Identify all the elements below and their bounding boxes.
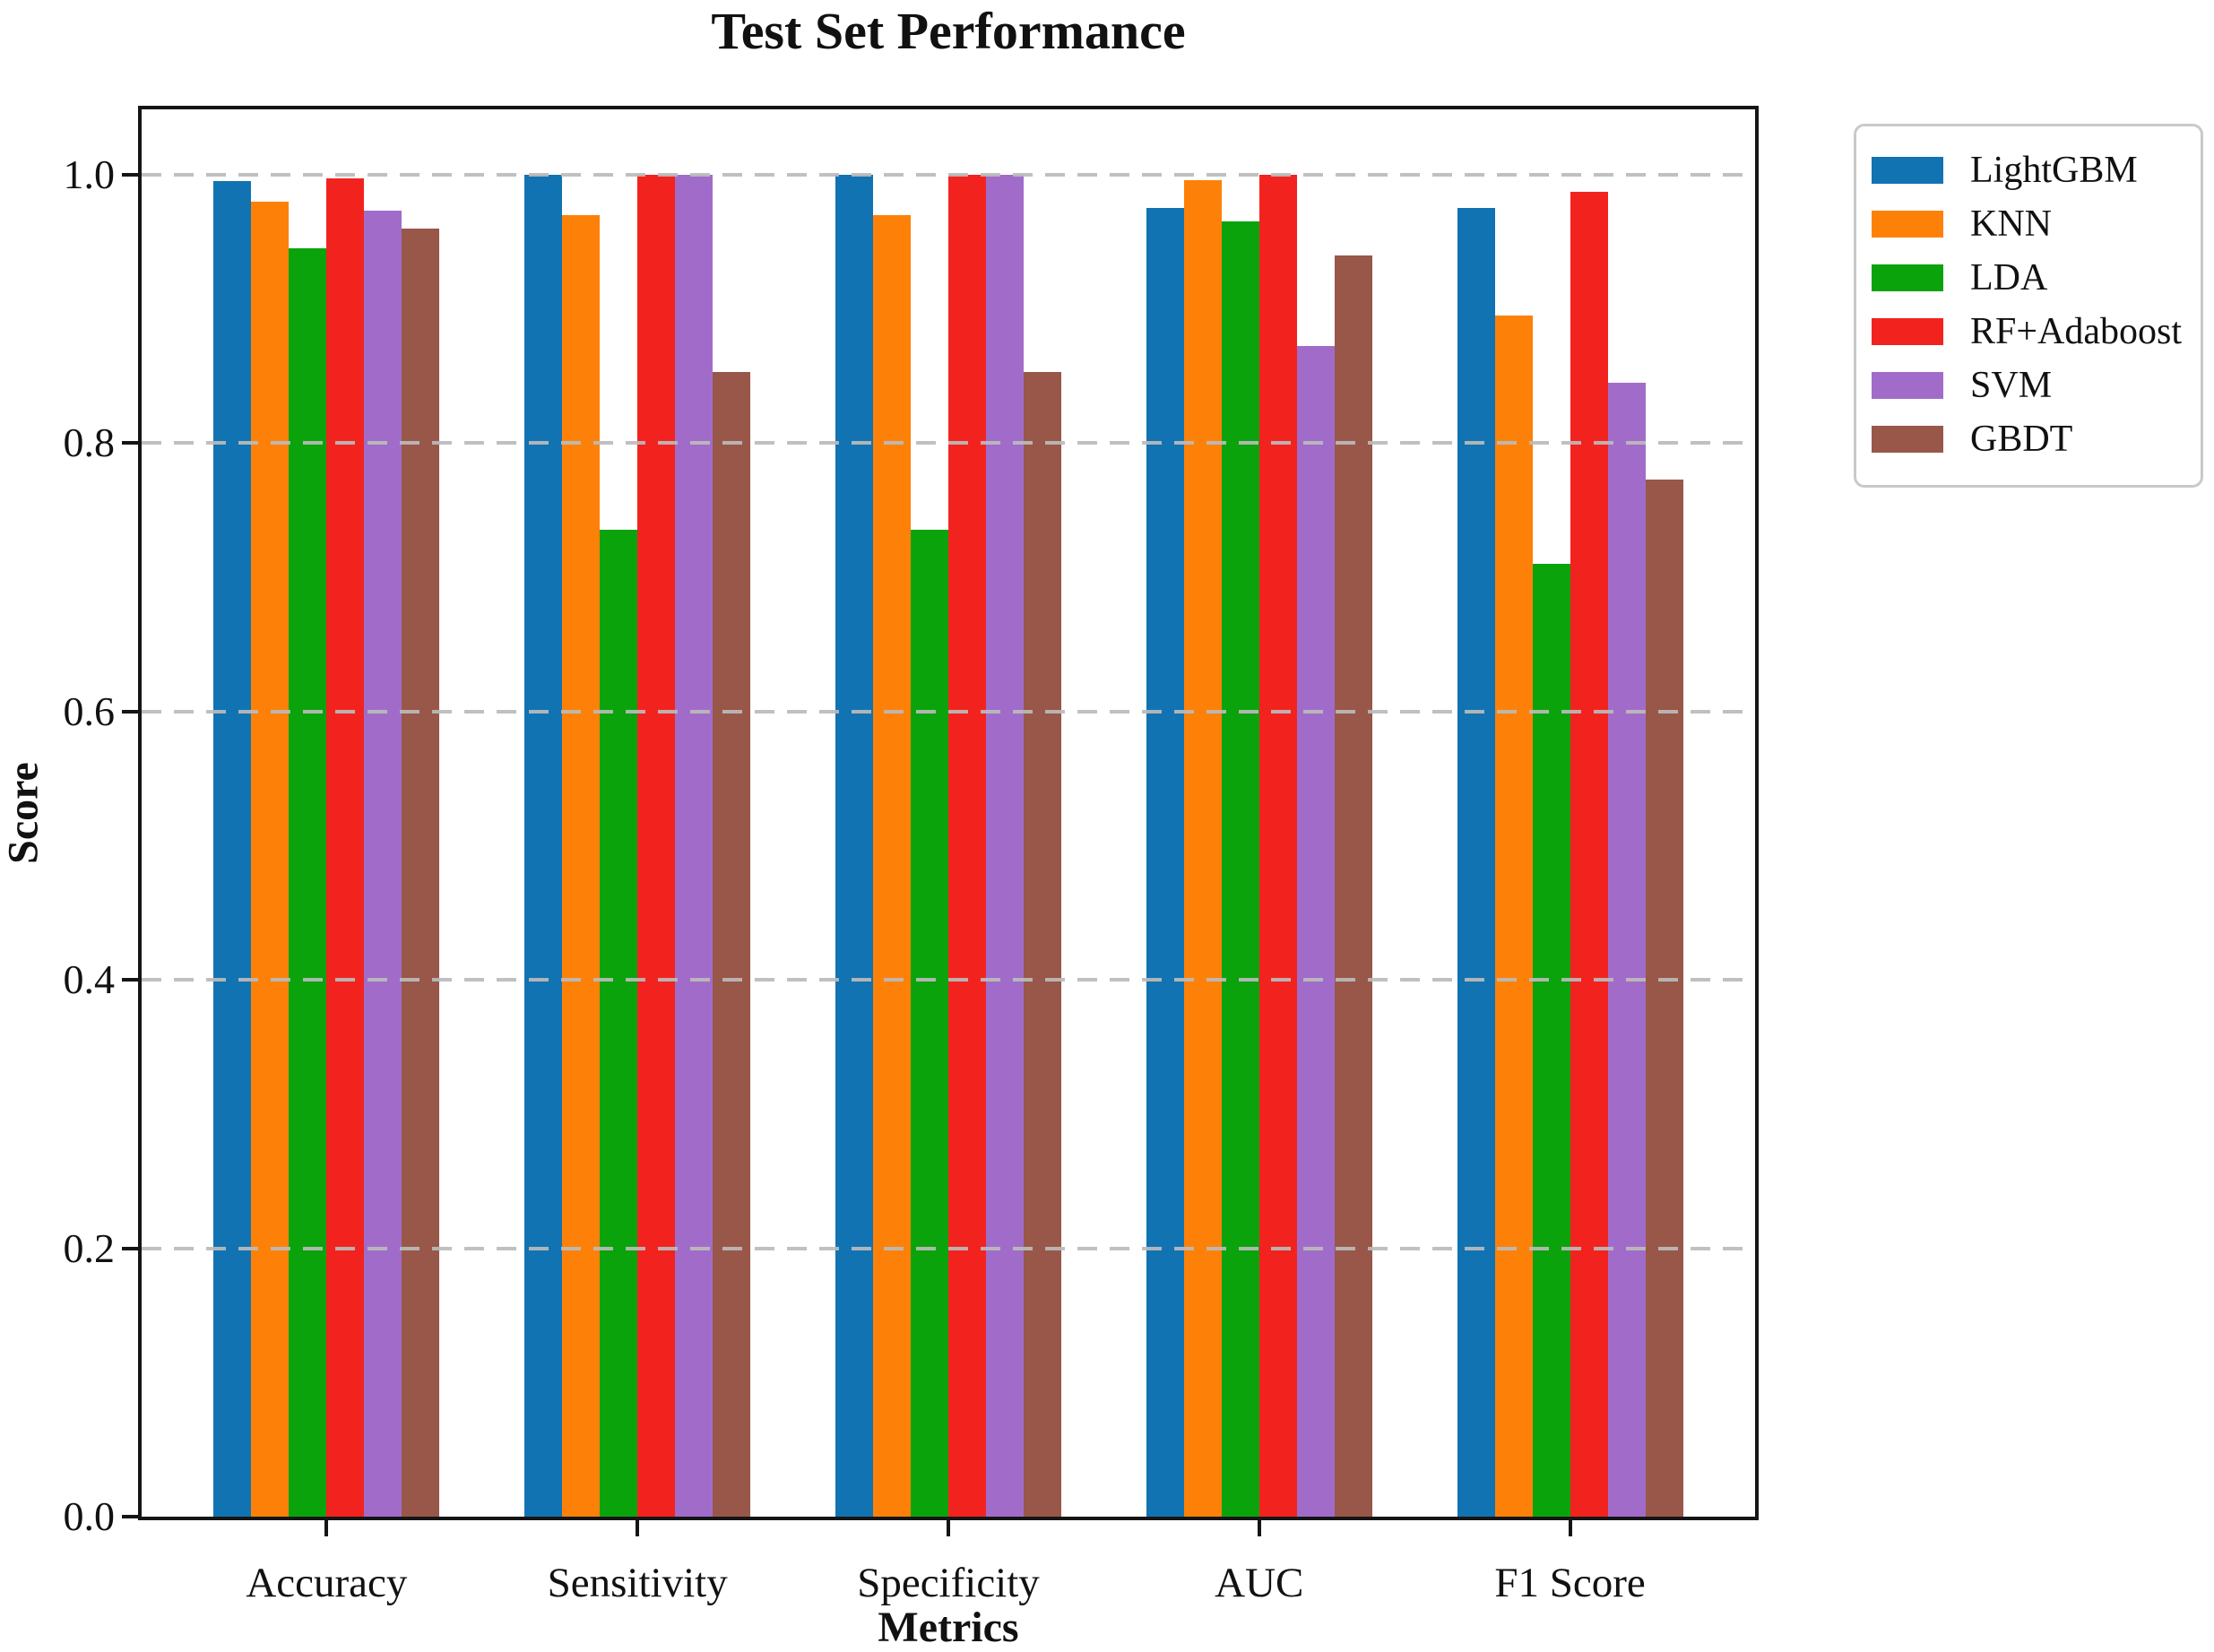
legend: LightGBM KNN LDA RF+Adaboost SVM GBDT xyxy=(1854,124,2203,488)
x-tick-label-auc: AUC xyxy=(1215,1560,1304,1606)
bar-lightgbm-f1-score xyxy=(1457,208,1495,1517)
bar-gbdt-sensitivity xyxy=(713,371,751,1517)
bar-svm-f1-score xyxy=(1607,382,1646,1517)
x-tick-mark-specificity xyxy=(947,1520,950,1536)
bar-lightgbm-accuracy xyxy=(213,181,252,1517)
y-tick-mark-0.4 xyxy=(122,978,138,982)
y-tick-label-0.8: 0.8 xyxy=(63,419,116,466)
legend-label-svm: SVM xyxy=(1970,365,2053,406)
bar-svm-specificity xyxy=(986,174,1024,1517)
gridline-0.6 xyxy=(142,709,1755,714)
y-tick-mark-0.8 xyxy=(122,441,138,445)
legend-item-gbdt: GBDT xyxy=(1856,412,2201,466)
bar-lda-auc xyxy=(1221,221,1259,1517)
bar-gbdt-f1-score xyxy=(1645,479,1683,1517)
y-tick-label-1.0: 1.0 xyxy=(63,151,116,197)
bar-knn-f1-score xyxy=(1494,315,1533,1517)
bar-lightgbm-sensitivity xyxy=(524,174,563,1517)
gridline-0.4 xyxy=(142,978,1755,982)
y-tick-label-0.2: 0.2 xyxy=(63,1224,116,1271)
y-tick-mark-0.0 xyxy=(122,1515,138,1518)
y-tick-label-0.4: 0.4 xyxy=(63,956,116,1002)
bar-lda-sensitivity xyxy=(600,530,638,1517)
y-tick-mark-0.2 xyxy=(122,1246,138,1250)
bar-svm-sensitivity xyxy=(675,174,713,1517)
y-tick-mark-0.6 xyxy=(122,709,138,714)
gridline-0.8 xyxy=(142,441,1755,445)
x-tick-label-sensitivity: Sensitivity xyxy=(547,1560,728,1606)
legend-color-swatch-gbdt xyxy=(1872,426,1943,453)
legend-label-rf-adaboost: RF+Adaboost xyxy=(1970,311,2183,352)
bar-lda-accuracy xyxy=(289,248,327,1517)
legend-label-knn: KNN xyxy=(1970,203,2052,245)
bar-rf-adaboost-f1-score xyxy=(1570,192,1608,1517)
y-tick-mark-1.0 xyxy=(122,172,138,177)
legend-color-swatch-lightgbm xyxy=(1872,157,1943,184)
bars-layer xyxy=(142,109,1755,1517)
legend-item-lightgbm: LightGBM xyxy=(1856,143,2201,197)
bar-knn-sensitivity xyxy=(562,214,601,1517)
gridline-1.0 xyxy=(142,172,1755,177)
legend-item-svm: SVM xyxy=(1856,359,2201,412)
x-tick-mark-sensitivity xyxy=(636,1520,640,1536)
bar-lightgbm-auc xyxy=(1146,208,1184,1517)
bar-lda-specificity xyxy=(911,530,948,1517)
bar-svm-accuracy xyxy=(364,211,402,1517)
bar-knn-auc xyxy=(1183,179,1222,1517)
chart-title: Test Set Performance xyxy=(711,2,1186,60)
y-axis-label: Score xyxy=(0,762,48,864)
x-tick-label-specificity: Specificity xyxy=(857,1560,1040,1606)
bar-rf-adaboost-sensitivity xyxy=(637,174,676,1517)
bar-gbdt-accuracy xyxy=(402,228,440,1517)
bar-knn-accuracy xyxy=(251,201,290,1517)
bar-svm-auc xyxy=(1296,346,1335,1517)
gridline-0.2 xyxy=(142,1246,1755,1250)
legend-color-swatch-svm xyxy=(1872,372,1943,399)
legend-item-lda: LDA xyxy=(1856,251,2201,305)
legend-label-lda: LDA xyxy=(1970,257,2048,298)
x-tick-label-accuracy: Accuracy xyxy=(246,1560,408,1606)
legend-item-knn: KNN xyxy=(1856,197,2201,251)
bar-knn-specificity xyxy=(873,214,911,1517)
bar-gbdt-auc xyxy=(1334,255,1372,1517)
legend-label-gbdt: GBDT xyxy=(1970,419,2073,460)
y-tick-label-0.6: 0.6 xyxy=(63,688,116,734)
bar-lda-f1-score xyxy=(1532,563,1570,1517)
x-tick-mark-f1-score xyxy=(1568,1520,1572,1536)
bar-rf-adaboost-specificity xyxy=(948,174,986,1517)
x-axis-label: Metrics xyxy=(878,1604,1019,1651)
x-tick-mark-accuracy xyxy=(324,1520,329,1536)
bar-gbdt-specificity xyxy=(1024,371,1061,1517)
legend-color-swatch-lda xyxy=(1872,264,1943,291)
legend-color-swatch-knn xyxy=(1872,211,1943,238)
legend-item-rf-adaboost: RF+Adaboost xyxy=(1856,305,2201,359)
y-tick-label-0.0: 0.0 xyxy=(63,1493,116,1539)
x-tick-label-f1-score: F1 Score xyxy=(1494,1560,1646,1606)
bar-rf-adaboost-auc xyxy=(1258,174,1297,1517)
bar-lightgbm-specificity xyxy=(835,174,873,1517)
x-tick-mark-auc xyxy=(1257,1520,1261,1536)
legend-label-lightgbm: LightGBM xyxy=(1970,150,2138,191)
legend-color-swatch-rf-adaboost xyxy=(1872,318,1943,345)
bar-rf-adaboost-accuracy xyxy=(326,178,365,1517)
